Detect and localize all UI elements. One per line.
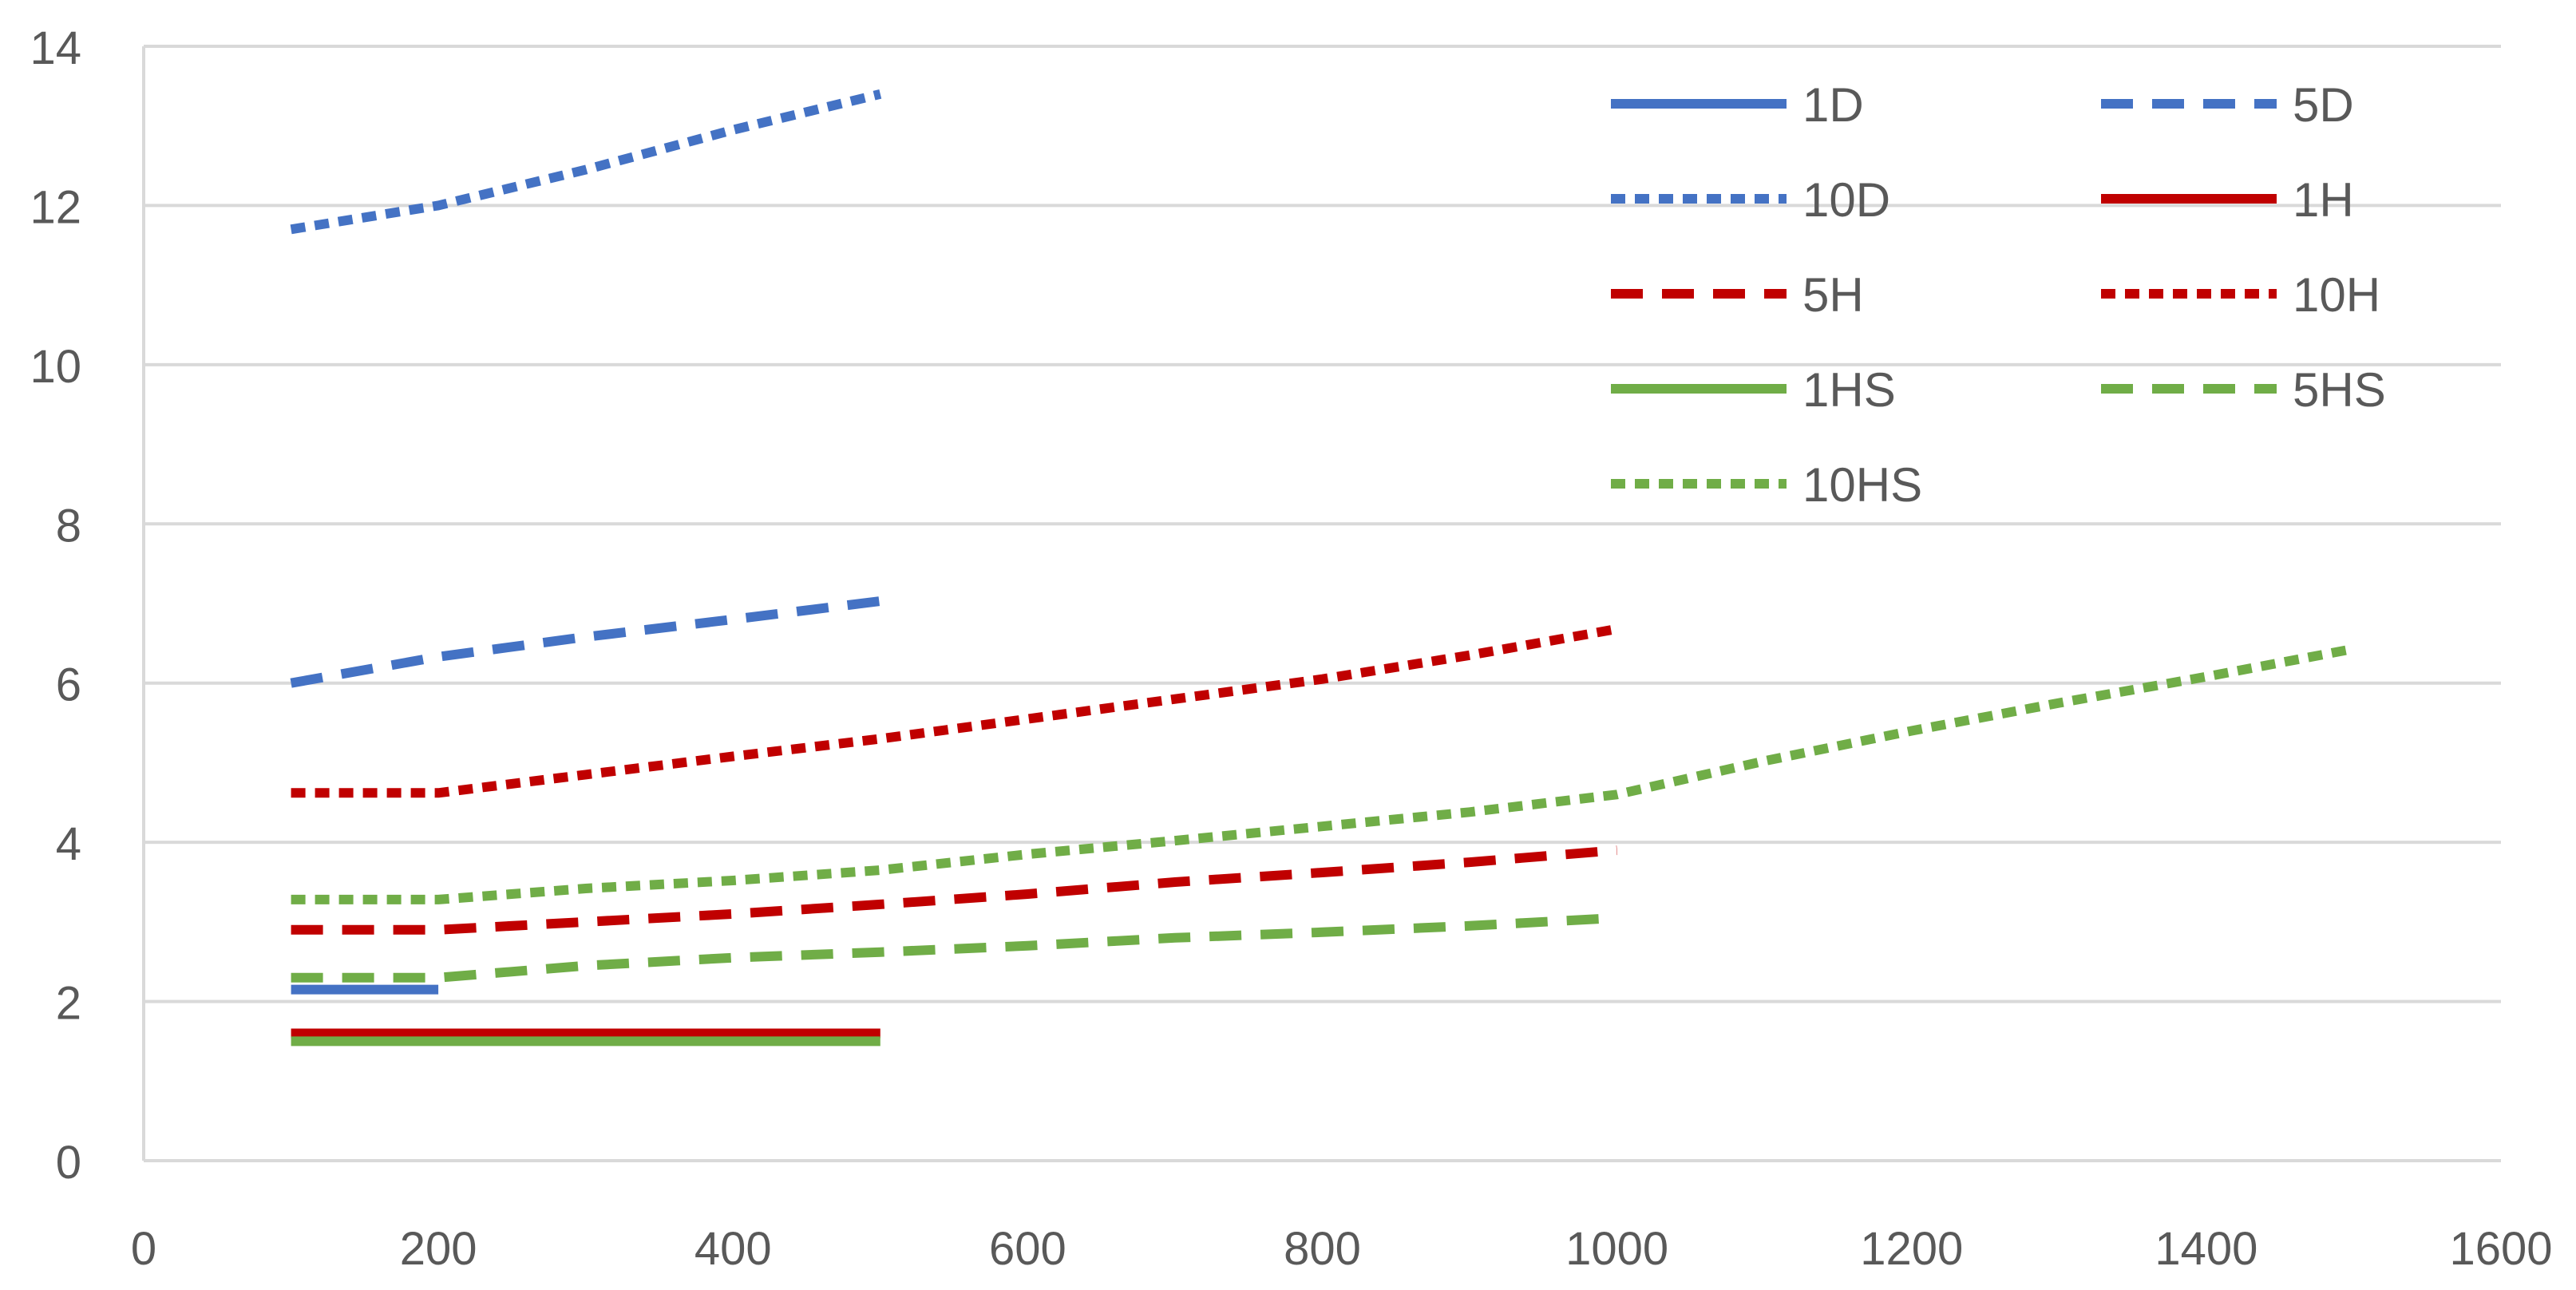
legend-item-5hs: 5HS <box>2101 363 2386 417</box>
x-tick-label: 400 <box>694 1223 772 1275</box>
y-tick-label: 10 <box>30 341 81 393</box>
x-tick-label: 1200 <box>1860 1223 1963 1275</box>
y-tick-label: 12 <box>30 181 81 233</box>
legend-item-10d: 10D <box>1611 173 1890 227</box>
gridlines <box>144 45 2501 1003</box>
legend-item-10h: 10H <box>2101 268 2380 322</box>
legend-label: 5H <box>1802 268 1864 322</box>
legend-label: 1D <box>1802 78 1864 132</box>
series-line-10h <box>291 623 1618 798</box>
legend-item-10hs: 10HS <box>1611 458 1922 512</box>
series-line-5hs <box>291 912 1617 983</box>
series-lines <box>290 89 2355 1047</box>
legend-item-1h: 1H <box>2101 173 2354 227</box>
legend-label: 10D <box>1802 173 1890 227</box>
series-line-10hs <box>291 643 2355 904</box>
y-tick-label: 6 <box>56 659 81 711</box>
axes <box>142 46 2501 1162</box>
series-line-5h <box>291 845 1618 935</box>
y-tick-label: 4 <box>56 818 81 870</box>
legend-label: 1HS <box>1802 363 1896 417</box>
legend: 1D 5D 10D 1H 5H 10H 1HS 5HS 10HS <box>1611 78 2386 512</box>
x-tick-label: 1000 <box>1565 1223 1668 1275</box>
y-tick-label: 14 <box>30 22 81 74</box>
x-tick-label: 600 <box>989 1223 1066 1275</box>
x-tick-label: 1600 <box>2449 1223 2552 1275</box>
series-line-10d <box>290 89 882 235</box>
legend-label: 10HS <box>1802 458 1922 512</box>
y-tick-label: 2 <box>56 978 81 1030</box>
x-tick-label: 0 <box>131 1223 156 1275</box>
legend-label: 5D <box>2293 78 2354 132</box>
legend-item-5d: 5D <box>2101 78 2354 132</box>
series-line-5d <box>290 596 881 688</box>
x-tick-label: 800 <box>1284 1223 1361 1275</box>
legend-item-5h: 5H <box>1611 268 1864 322</box>
legend-label: 1H <box>2293 173 2354 227</box>
legend-label: 5HS <box>2293 363 2386 417</box>
tick-labels: 0 2 4 6 8 10 12 14 0 200 400 600 800 1000 1200 1400 1600 <box>30 22 2552 1275</box>
y-tick-label: 0 <box>56 1137 81 1189</box>
x-tick-label: 200 <box>400 1223 477 1275</box>
legend-item-1d: 1D <box>1611 78 1864 132</box>
y-tick-label: 8 <box>56 500 81 552</box>
x-tick-label: 1400 <box>2155 1223 2257 1275</box>
legend-label: 10H <box>2293 268 2380 322</box>
legend-item-1hs: 1HS <box>1611 363 1896 417</box>
